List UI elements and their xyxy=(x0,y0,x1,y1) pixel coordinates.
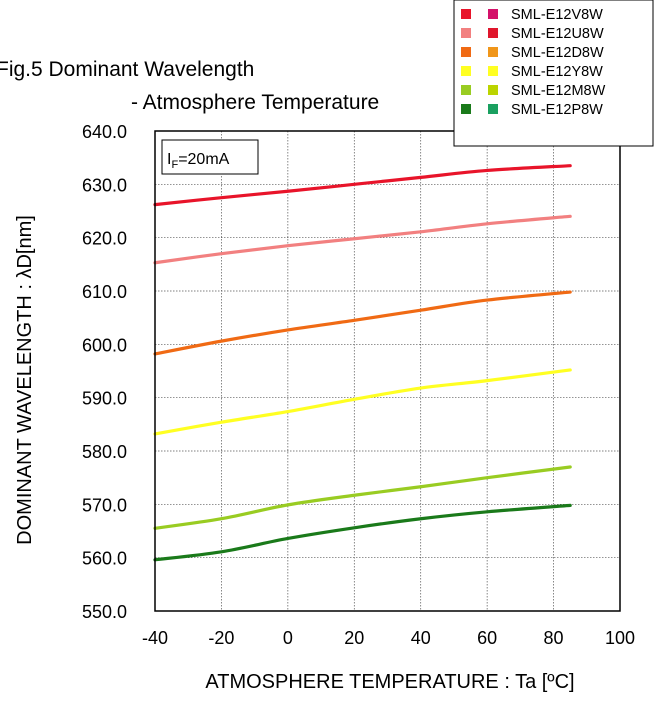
x-tick-label: -20 xyxy=(208,628,234,648)
condition-box: IF=20mA xyxy=(161,139,259,175)
legend-swatch xyxy=(461,104,471,114)
x-tick-label: -40 xyxy=(142,628,168,648)
chart-subtitle: - Atmosphere Temperature xyxy=(131,91,379,114)
y-tick-label: 580.0 xyxy=(82,442,127,462)
legend-swatch xyxy=(488,85,498,95)
condition-main: I xyxy=(167,151,171,168)
legend-label: SML-E12M8W xyxy=(511,83,606,99)
y-tick-label: 600.0 xyxy=(82,335,127,355)
series-line-1 xyxy=(153,164,572,207)
x-tick-label: 80 xyxy=(544,628,564,648)
x-tick-label: 20 xyxy=(344,628,364,648)
x-axis-label: ATMOSPHERE TEMPERATURE : Ta [ºC] xyxy=(205,671,574,693)
y-tick-label: 590.0 xyxy=(82,389,127,409)
x-tick-label: 100 xyxy=(605,628,635,648)
x-tick-label: 60 xyxy=(477,628,497,648)
series-line-6 xyxy=(153,503,572,562)
legend-swatch xyxy=(461,66,471,76)
y-tick-label: 570.0 xyxy=(82,495,127,515)
series-line-2 xyxy=(153,214,572,265)
chart-title: Fig.5 Dominant Wavelength xyxy=(0,58,254,81)
condition-sub: F xyxy=(171,159,178,171)
legend-swatch xyxy=(461,28,471,38)
condition-label: IF=20mA xyxy=(167,151,230,171)
y-tick-label: 640.0 xyxy=(82,122,127,142)
legend-swatch xyxy=(461,47,471,57)
legend-swatch xyxy=(461,85,471,95)
x-tick-labels: -40 -20 0 20 40 60 80 100 xyxy=(142,628,635,648)
legend-label: SML-E12Y8W xyxy=(511,64,603,80)
series-lines xyxy=(153,164,572,562)
x-tick-label: 0 xyxy=(283,628,293,648)
plot-area-frame xyxy=(154,130,621,612)
series-line-3 xyxy=(153,290,572,356)
y-tick-label: 560.0 xyxy=(82,549,127,569)
legend-swatch xyxy=(461,9,471,19)
legend: SML-E12V8W SML-E12U8W SML-E12D8W SML-E12Y8W… xyxy=(453,0,654,147)
legend-label: SML-E12V8W xyxy=(511,7,603,23)
y-tick-label: 550.0 xyxy=(82,602,127,622)
legend-label: SML-E12D8W xyxy=(511,45,604,61)
legend-swatch xyxy=(488,28,498,38)
series-line-4 xyxy=(153,368,572,436)
y-tick-label: 610.0 xyxy=(82,282,127,302)
legend-swatch xyxy=(488,66,498,76)
y-axis-label: DOMINANT WAVELENGTH : λD[nm] xyxy=(14,215,36,545)
y-tick-labels: 550.0 560.0 570.0 580.0 590.0 600.0 610.0 620.0… xyxy=(82,122,127,622)
y-tick-label: 630.0 xyxy=(82,175,127,195)
legend-swatch xyxy=(488,104,498,114)
series-line-5 xyxy=(153,465,572,530)
legend-label: SML-E12U8W xyxy=(511,26,604,42)
legend-swatch xyxy=(488,47,498,57)
legend-label: SML-E12P8W xyxy=(511,102,603,118)
condition-rest: =20mA xyxy=(178,151,229,168)
grid-lines xyxy=(155,131,620,611)
y-tick-label: 620.0 xyxy=(82,229,127,249)
x-tick-label: 40 xyxy=(411,628,431,648)
legend-box xyxy=(453,0,654,147)
legend-swatch xyxy=(488,9,498,19)
